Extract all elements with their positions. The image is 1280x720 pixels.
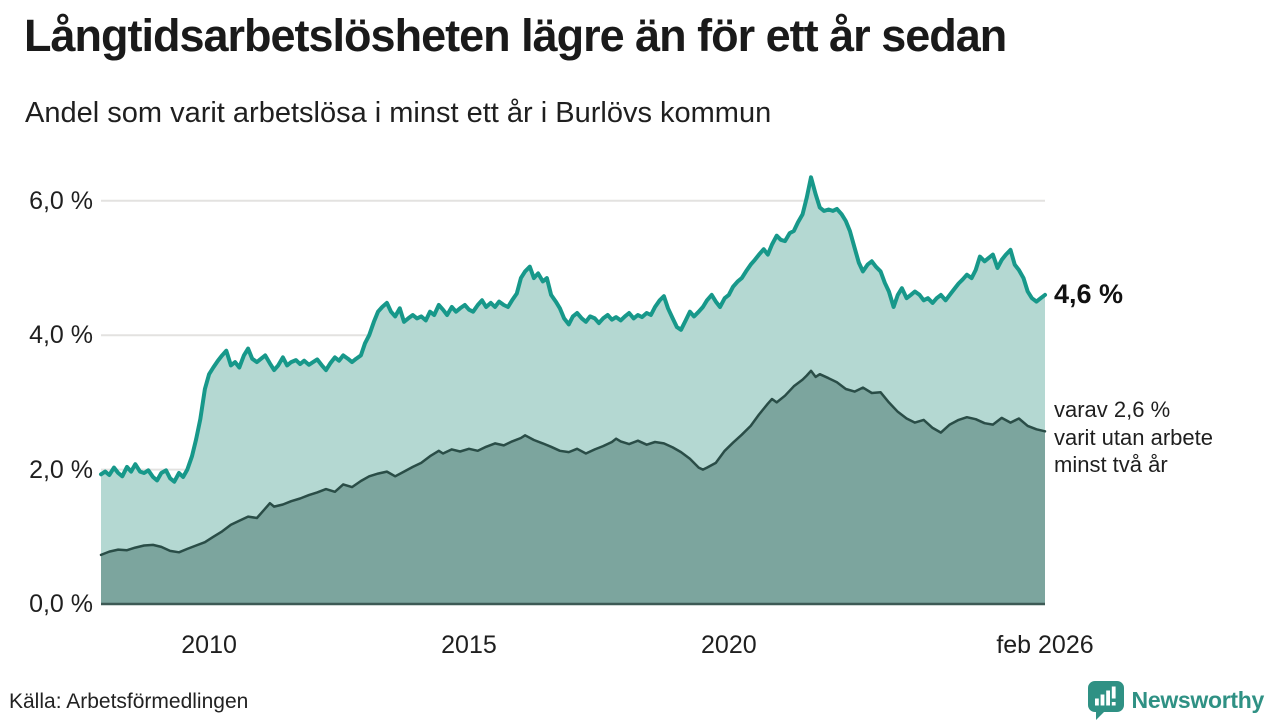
series-1yr-line (99, 175, 1047, 484)
y-axis-label-6: 6,0 % (29, 186, 93, 215)
newsworthy-logo: Newsworthy (1087, 680, 1265, 720)
x-axis-label-2015: 2015 (441, 631, 497, 659)
series-2yr-line (99, 369, 1047, 557)
x-axis-label-2010: 2010 (181, 631, 237, 659)
y-axis-label-0: 0,0 % (29, 590, 93, 618)
source-label: Källa: Arbetsförmedlingen (9, 690, 249, 713)
value-label-2yr: varav 2,6 % varit utan arbete minst två … (1054, 397, 1213, 477)
y-axis-label-2: 2,0 % (29, 455, 93, 484)
y-axis-label-4: 4,0 % (29, 321, 93, 350)
series-2yr-area (101, 370, 1045, 604)
newsworthy-logo-text: Newsworthy (1131, 686, 1265, 713)
x-axis-label-feb-2026: feb 2026 (996, 631, 1094, 659)
chart-subtitle: Andel som varit arbetslösa i minst ett å… (25, 97, 772, 129)
page-title: Långtidsarbetslösheten lägre än för ett … (24, 10, 1007, 61)
bar-chart-speech-bubble-icon (1087, 680, 1124, 720)
x-axis-label-2020: 2020 (701, 631, 757, 659)
value-label-1yr: 4,6 % (1054, 279, 1124, 309)
